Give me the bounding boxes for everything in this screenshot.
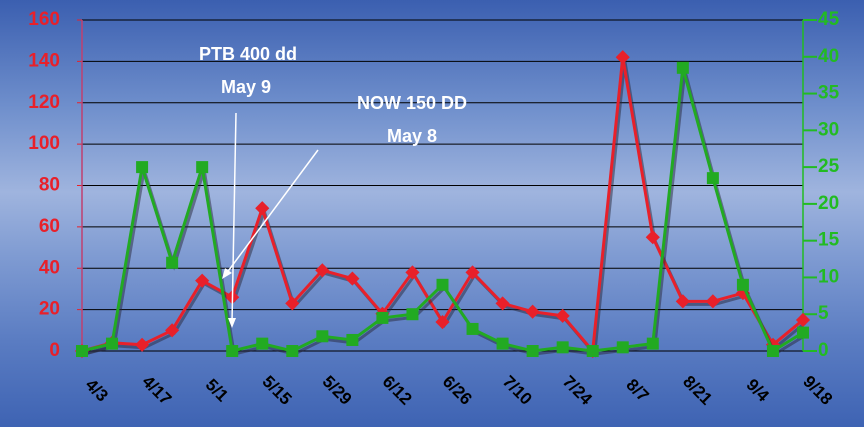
- marker: [496, 337, 509, 350]
- marker: [106, 337, 119, 350]
- y2-tick-label: 15: [818, 230, 840, 251]
- y-tick-label: 0: [49, 340, 60, 361]
- marker: [166, 256, 179, 269]
- x-tick-label: 4/17: [138, 372, 175, 409]
- plot: 0 20 40 60 80 100 120 140 160 0 5 10 15 20 25 30 35 40 45 4…: [28, 9, 839, 409]
- y2-tick-label: 40: [818, 46, 839, 67]
- marker: [315, 263, 330, 278]
- x-tick-label: 4/3: [82, 375, 112, 405]
- y2-tick-label: 0: [818, 340, 829, 361]
- y2-tick-label: 20: [818, 193, 839, 214]
- marker: [766, 345, 779, 357]
- marker: [136, 161, 149, 174]
- marker: [435, 314, 450, 330]
- arrow-head: [222, 268, 232, 279]
- marker: [376, 311, 389, 324]
- x-tick-label: 8/21: [679, 372, 716, 409]
- marker: [495, 296, 510, 311]
- y-tick-label: 100: [28, 133, 60, 154]
- marker: [226, 345, 239, 357]
- marker: [286, 345, 299, 357]
- marker: [736, 278, 749, 291]
- x-tick-label: 7/24: [559, 372, 596, 409]
- marker: [615, 50, 630, 65]
- marker: [165, 323, 180, 338]
- x-tick-label: 8/7: [622, 375, 652, 405]
- x-tick-label: 5/29: [319, 372, 356, 409]
- marker: [706, 172, 719, 185]
- y-tick-label: 40: [39, 257, 60, 278]
- marker: [646, 337, 659, 350]
- x-tick-label: 5/15: [259, 372, 296, 409]
- marker: [465, 265, 480, 280]
- marker: [526, 345, 539, 357]
- y2-tick-label: 25: [818, 156, 840, 177]
- marker: [345, 271, 360, 286]
- marker: [676, 61, 689, 74]
- y2-tick-label: 35: [818, 83, 840, 104]
- x-tick-label: 6/12: [379, 372, 416, 409]
- line-shadow: [83, 70, 806, 357]
- y2-tick-label: 45: [818, 9, 840, 30]
- marker: [586, 345, 599, 357]
- y2-tick-label: 30: [818, 119, 839, 140]
- x-tick-label: 7/10: [499, 372, 536, 409]
- marker: [195, 273, 210, 288]
- marker: [705, 294, 720, 309]
- marker: [555, 308, 570, 323]
- annotation: NOW 150 DD: [357, 93, 467, 113]
- y-tick-label: 80: [39, 175, 60, 196]
- x-tick-label: 9/4: [743, 375, 774, 406]
- marker: [255, 201, 270, 216]
- annotation: May 8: [387, 126, 437, 146]
- marker: [645, 230, 660, 245]
- marker: [675, 294, 690, 309]
- x-tick-label: 9/18: [799, 372, 836, 409]
- marker: [285, 296, 300, 311]
- marker: [256, 337, 269, 350]
- marker: [466, 322, 479, 335]
- arrow: [231, 112, 237, 323]
- marker: [556, 341, 569, 354]
- y-tick-label: 160: [28, 9, 60, 30]
- marker: [135, 337, 150, 352]
- marker: [346, 333, 359, 346]
- marker: [316, 330, 329, 343]
- x-tick-label: 5/1: [202, 375, 232, 405]
- marker: [76, 345, 88, 357]
- marker: [795, 312, 811, 328]
- y-tick-label: 120: [28, 92, 60, 113]
- annotation: May 9: [221, 77, 271, 97]
- y-tick-label: 140: [28, 50, 60, 71]
- y2-tick-label: 5: [818, 303, 829, 324]
- y2-tick-label: 10: [818, 266, 839, 287]
- y-tick-label: 60: [39, 216, 60, 237]
- marker: [406, 308, 419, 321]
- marker: [616, 341, 629, 354]
- y-tick-label: 20: [39, 299, 60, 320]
- arrow: [225, 149, 319, 275]
- x-tick-label: 6/26: [439, 372, 476, 409]
- marker: [196, 161, 209, 174]
- marker: [525, 304, 540, 319]
- arrow-head: [228, 318, 236, 328]
- marker: [436, 278, 449, 291]
- marker: [797, 326, 809, 339]
- annotation: PTB 400 dd: [199, 44, 297, 64]
- marker: [405, 265, 420, 280]
